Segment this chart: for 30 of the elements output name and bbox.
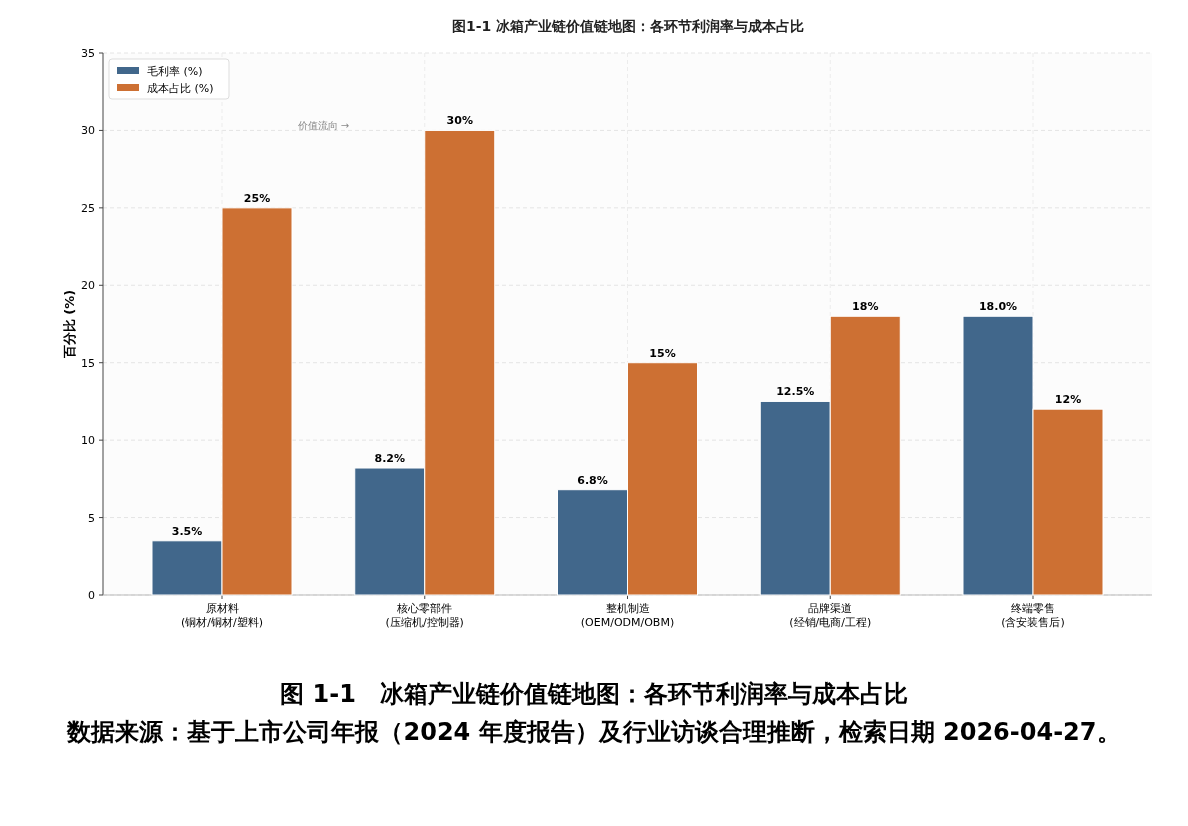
data-label: 12.5%: [776, 385, 815, 399]
y-tick-label: 15: [81, 356, 95, 370]
y-tick-label: 10: [81, 434, 95, 448]
legend-label: 毛利率 (%): [147, 65, 203, 78]
y-tick-label: 5: [88, 511, 95, 525]
chart-title: 图1-1 冰箱产业链价值链地图：各环节利润率与成本占比: [451, 18, 805, 34]
y-tick-label: 25: [81, 201, 95, 215]
y-axis-title: 百分比 (%): [62, 289, 77, 360]
caption: 图 1-1 冰箱产业链价值链地图：各环节利润率与成本占比: [279, 679, 909, 710]
data-label: 18.0%: [978, 300, 1018, 314]
data-label: 18%: [852, 300, 879, 314]
data-label: 30%: [446, 114, 473, 128]
data-label: 15%: [649, 346, 676, 360]
x-tick-label: 核心零部件 (压缩机/控制器): [385, 602, 464, 629]
data-label: 8.2%: [374, 452, 406, 466]
data-label: 6.8%: [577, 473, 608, 487]
x-tick-label: 终端零售 (含安装售后): [1001, 602, 1065, 629]
annotation: 价值流向 →: [296, 120, 350, 132]
y-tick-label: 30: [81, 124, 95, 138]
y-tick-label: 35: [81, 47, 95, 60]
legend-label: 成本占比 (%): [147, 82, 214, 95]
y-tick-label: 20: [81, 279, 95, 293]
data-label: 12%: [1054, 393, 1082, 407]
y-tick-label: 0: [88, 589, 95, 602]
data-label: 3.5%: [171, 524, 203, 538]
source-note: 数据来源：基于上市公司年报（2024 年度报告）及行业访谈合理推断，检索日期 2026-04-27。: [65, 717, 1122, 748]
x-tick-label: 品牌渠道 (经销/电商/工程): [789, 602, 872, 629]
data-label: 25%: [243, 191, 271, 205]
x-tick-label: 原材料 (铜材/铜材/塑料): [181, 602, 263, 629]
x-tick-label: 整机制造 (OEM/ODM/OBM): [580, 602, 675, 629]
